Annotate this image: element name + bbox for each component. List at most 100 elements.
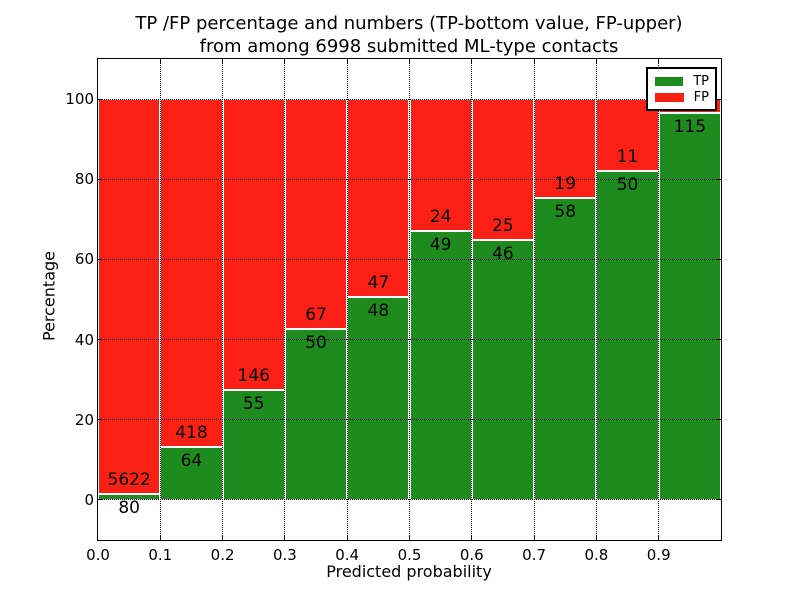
tp-count-label: 50 — [616, 175, 639, 196]
x-grid-line — [533, 59, 535, 540]
x-tick-mark — [222, 536, 224, 540]
x-grid-line — [658, 59, 660, 540]
legend-swatch-fp-icon — [655, 93, 684, 102]
y-tick-mark — [717, 499, 721, 501]
fp-bar-segment — [98, 99, 161, 495]
y-tick-label: 100 — [65, 90, 94, 109]
x-tick-mark — [284, 536, 286, 540]
x-tick-mark — [658, 59, 660, 63]
tp-bar-segment — [284, 328, 348, 500]
fp-bar-segment — [534, 99, 597, 199]
x-tick-mark — [284, 59, 286, 63]
fp-count-label: 418 — [175, 422, 208, 443]
tp-count-label: 48 — [367, 301, 390, 322]
x-tick-label: 0.1 — [148, 546, 173, 564]
x-grid-line — [284, 59, 286, 540]
y-tick-label: 20 — [74, 410, 94, 429]
y-tick-mark — [717, 258, 721, 260]
fp-count-label: 24 — [429, 206, 452, 227]
x-tick-label: 0.6 — [459, 546, 484, 564]
x-tick-label: 0.4 — [335, 546, 360, 564]
fp-bar-segment — [471, 99, 535, 241]
x-grid-line — [409, 59, 410, 540]
x-tick-label: 0.7 — [522, 546, 547, 564]
x-tick-label: 0.2 — [210, 546, 235, 564]
x-tick-mark — [595, 536, 597, 540]
x-grid-line — [595, 59, 597, 540]
plot-area: 5622 80 418 64 146 55 67 50 47 48 24 49 25 46 19 58 11 50… — [97, 58, 722, 541]
tp-bar-segment — [534, 198, 597, 500]
y-tick-label: 0 — [84, 490, 94, 509]
fp-count-label: 67 — [305, 304, 327, 325]
tp-count-label: 49 — [429, 234, 452, 255]
x-tick-label: 0.3 — [272, 546, 297, 564]
legend-label-fp: FP — [693, 90, 709, 105]
x-tick-label: 0.0 — [86, 546, 110, 564]
fp-bar-segment — [347, 99, 410, 298]
tp-count-label: 46 — [492, 244, 514, 265]
x-grid-line — [159, 59, 161, 540]
legend-swatch-tp-icon — [655, 77, 684, 86]
tp-count-label: 80 — [118, 498, 140, 519]
fp-bar-segment — [160, 99, 223, 447]
fp-count-label: 146 — [237, 366, 270, 387]
x-tick-mark — [471, 59, 473, 63]
x-tick-label: 0.8 — [584, 546, 609, 564]
x-tick-mark — [346, 536, 348, 540]
y-tick-mark — [98, 258, 102, 260]
fp-bar-segment — [596, 99, 659, 172]
legend-item-tp: TP — [655, 74, 709, 89]
chart-title-line2: from among 6998 submitted ML-type contac… — [199, 36, 619, 57]
x-tick-mark — [533, 536, 535, 540]
fp-bar-segment — [222, 99, 285, 391]
y-tick-label: 80 — [74, 170, 94, 189]
tp-bar-segment — [222, 390, 285, 500]
fp-count-label: 19 — [554, 174, 577, 195]
y-tick-mark — [717, 339, 721, 341]
x-tick-mark — [159, 59, 161, 63]
tp-count-label: 55 — [242, 394, 265, 415]
tp-bar-segment — [160, 446, 223, 500]
y-tick-mark — [98, 178, 102, 180]
x-tick-mark — [346, 59, 348, 63]
y-tick-mark — [98, 499, 102, 501]
y-tick-mark — [717, 419, 721, 421]
x-tick-mark — [222, 59, 224, 63]
chart-title: TP /FP percentage and numbers (TP-bottom… — [135, 12, 682, 58]
x-axis-label: Predicted probability — [326, 562, 492, 581]
y-tick-label: 60 — [74, 250, 94, 269]
fp-count-label: 5622 — [107, 470, 151, 491]
tp-bar-segment — [596, 171, 659, 500]
fp-count-label: 25 — [492, 216, 514, 237]
x-tick-mark — [471, 536, 473, 540]
tp-bar-segment — [658, 112, 721, 500]
tp-bar-segment — [347, 297, 410, 500]
legend-item-fp: FP — [655, 90, 709, 105]
chart-title-line1: TP /FP percentage and numbers (TP-bottom… — [135, 13, 683, 34]
x-tick-mark — [409, 536, 410, 540]
x-tick-mark — [159, 536, 161, 540]
tp-count-label: 64 — [180, 450, 203, 471]
x-tick-mark — [595, 59, 597, 63]
x-tick-mark — [533, 59, 535, 63]
y-tick-mark — [717, 178, 721, 180]
tp-count-label: 115 — [673, 116, 707, 137]
fp-count-label: 47 — [367, 273, 390, 294]
y-tick-mark — [98, 98, 102, 100]
fp-count-label: 11 — [616, 147, 639, 168]
y-tick-mark — [717, 98, 721, 100]
legend-label-tp: TP — [693, 74, 709, 89]
x-tick-label: 0.9 — [646, 546, 671, 564]
x-grid-line — [471, 59, 473, 540]
y-tick-mark — [98, 419, 102, 421]
y-tick-mark — [98, 339, 102, 341]
y-tick-label: 40 — [74, 330, 94, 349]
x-grid-line — [346, 59, 348, 540]
tp-count-label: 50 — [305, 332, 327, 353]
x-grid-line — [222, 59, 224, 540]
tp-count-label: 58 — [554, 202, 577, 223]
legend: TP FP — [646, 67, 717, 111]
tp-bar-segment — [471, 240, 535, 500]
x-tick-label: 0.5 — [397, 546, 422, 564]
